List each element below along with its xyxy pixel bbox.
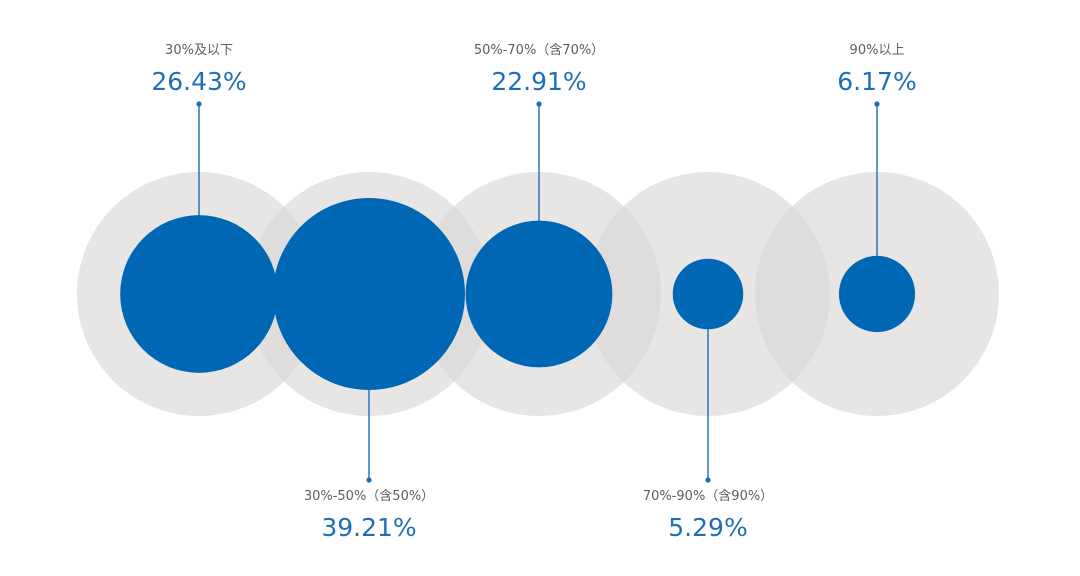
category-label-1: 30%及以下 (165, 43, 233, 58)
data-bubbles (120, 198, 916, 390)
category-label-4: 70%-90%（含90%） (643, 488, 773, 504)
connector-dot-2 (366, 477, 372, 483)
data-bubble-2 (273, 198, 465, 390)
value-label-2: 39.21% (321, 513, 416, 542)
data-bubble-3 (465, 220, 613, 368)
connector-dot-4 (705, 477, 711, 483)
data-bubble-5 (838, 255, 916, 333)
data-labels: 30%及以下 26.43% 30%-50%（含50%） 39.21% 50%-70%（含… (151, 42, 916, 542)
connector-dot-5 (874, 101, 880, 107)
value-label-4: 5.29% (668, 513, 747, 542)
value-label-5: 6.17% (837, 67, 916, 96)
category-label-3: 50%-70%（含70%） (474, 42, 604, 58)
connector-dot-3 (536, 101, 542, 107)
data-bubble-4 (672, 258, 744, 330)
connector-dot-1 (196, 101, 202, 107)
category-label-2: 30%-50%（含50%） (304, 488, 434, 504)
value-label-1: 26.43% (151, 67, 246, 96)
value-label-3: 22.91% (491, 67, 586, 96)
category-label-5: 90%以上 (850, 43, 905, 58)
data-bubble-1 (120, 215, 278, 373)
